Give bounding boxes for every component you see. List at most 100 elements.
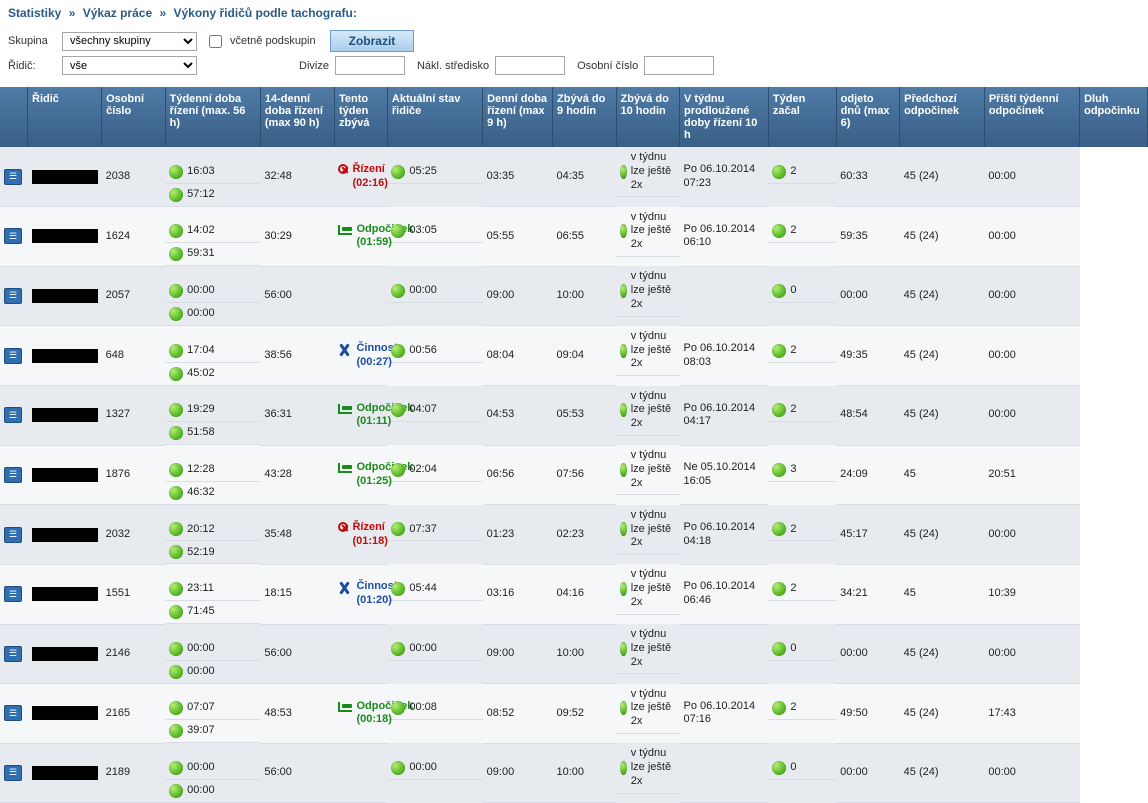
table-row: ☰155123:1171:4518:15Činnost(01:20)05:440… [0,564,1148,624]
row-detail-icon[interactable]: ☰ [4,765,22,781]
cell-personal-number: 2032 [102,505,166,565]
cell-remain10: 05:53 [553,386,617,446]
driver-state: Odpočinek(00:18) [338,700,383,728]
col-header[interactable]: Příští týdenní odpočinek [984,87,1079,147]
check-icon [772,284,786,298]
cell-daily: 00:00 [409,642,437,656]
cell-remain9: 04:53 [483,386,553,446]
driver-state: Odpočinek(01:25) [338,461,383,489]
check-icon [620,761,627,775]
breadcrumb: Statistiky » Výkaz práce » Výkony řidičů… [0,0,1148,26]
col-header[interactable]: Zbývá do 9 hodin [553,87,617,147]
cell-week: 00:00 [187,284,215,298]
check-icon [391,761,405,775]
col-header[interactable]: Osobní číslo [102,87,166,147]
cell-prev-rest: 59:35 [836,207,900,267]
driver-name-redacted [32,349,98,363]
cell-week: 14:02 [187,224,215,238]
row-detail-icon[interactable]: ☰ [4,407,22,423]
costcenter-input[interactable] [495,56,565,75]
cell-remain10: 10:00 [553,266,617,326]
row-detail-icon[interactable]: ☰ [4,705,22,721]
breadcrumb-0[interactable]: Statistiky [8,6,61,20]
cell-week-start [680,743,769,803]
cell-remain10: 10:00 [553,743,617,803]
cell-next-rest: 45 (24) [900,147,985,207]
check-icon [169,284,183,298]
col-header[interactable]: Týdenní doba řízení (max. 56 h) [165,87,260,147]
check-icon [169,403,183,417]
personal-input[interactable] [644,56,714,75]
row-detail-icon[interactable]: ☰ [4,348,22,364]
check-icon [620,224,627,238]
division-input[interactable] [335,56,405,75]
cell-remain: 35:48 [260,505,334,565]
col-header[interactable]: Dluh odpočinku [1080,87,1148,147]
col-header[interactable]: Zbývá do 10 hodin [616,87,680,147]
cell-week: 07:07 [187,701,215,715]
check-icon [391,284,405,298]
check-icon [620,344,627,358]
check-icon [391,344,405,358]
breadcrumb-sep: » [69,6,76,20]
row-detail-icon[interactable]: ☰ [4,467,22,483]
cell-days: 3 [790,463,796,477]
cell-week-start [680,266,769,326]
check-icon [169,784,183,798]
cell-remain10: 06:55 [553,207,617,267]
col-header[interactable]: V týdnu prodloužené doby řízení 10 h [680,87,769,147]
cell-remain10: 09:04 [553,326,617,386]
check-icon [169,724,183,738]
filter-panel: Skupina všechny skupiny včetně podskupin… [0,26,1148,87]
col-header[interactable] [0,87,28,147]
row-detail-icon[interactable]: ☰ [4,646,22,662]
row-detail-icon[interactable]: ☰ [4,228,22,244]
cell-remain9: 09:00 [483,624,553,684]
cell-prev-rest: 49:50 [836,684,900,744]
col-header[interactable]: Denní doba řízení (max 9 h) [483,87,553,147]
cell-daily: 05:25 [409,165,437,179]
cell-remain: 56:00 [260,743,334,803]
show-button[interactable]: Zobrazit [330,30,415,52]
cell-days: 2 [790,403,796,417]
cell-personal-number: 1624 [102,207,166,267]
cell-extended: v týdnu lze ještě 2x [631,449,676,490]
col-header[interactable]: Aktuální stav řidiče [387,87,482,147]
cell-days: 2 [790,523,796,537]
breadcrumb-1[interactable]: Výkaz práce [83,6,152,20]
state-icon [338,702,352,712]
check-icon [620,165,627,179]
col-header[interactable]: odjeto dnů (max 6) [836,87,900,147]
cell-14d: 39:07 [187,724,215,738]
driver-select[interactable]: vše [62,56,197,75]
cell-week-start: Po 06.10.2014 07:16 [680,684,769,744]
check-icon [169,582,183,596]
row-detail-icon[interactable]: ☰ [4,586,22,602]
col-header[interactable]: 14-denní doba řízení (max 90 h) [260,87,334,147]
cell-remain: 30:29 [260,207,334,267]
group-select[interactable]: všechny skupiny [62,32,197,51]
col-header[interactable]: Řidič [28,87,102,147]
cell-week: 16:03 [187,165,215,179]
cell-prev-rest: 45:17 [836,505,900,565]
check-icon [169,344,183,358]
col-header[interactable]: Tento týden zbývá [334,87,387,147]
row-detail-icon[interactable]: ☰ [4,169,22,185]
include-sub-checkbox[interactable] [209,35,222,48]
state-icon [338,522,348,532]
col-header[interactable]: Týden začal [768,87,836,147]
col-header[interactable]: Předchozí odpočinek [900,87,985,147]
row-detail-icon[interactable]: ☰ [4,527,22,543]
cell-remain9: 01:23 [483,505,553,565]
cell-14d: 00:00 [187,665,215,679]
check-icon [772,701,786,715]
check-icon [772,522,786,536]
row-detail-icon[interactable]: ☰ [4,288,22,304]
cell-extended: v týdnu lze ještě 2x [631,330,676,371]
check-icon [620,701,627,715]
cell-daily: 00:56 [409,344,437,358]
check-icon [620,403,627,417]
cell-days: 2 [790,701,796,715]
cell-next-rest: 45 (24) [900,505,985,565]
check-icon [169,642,183,656]
